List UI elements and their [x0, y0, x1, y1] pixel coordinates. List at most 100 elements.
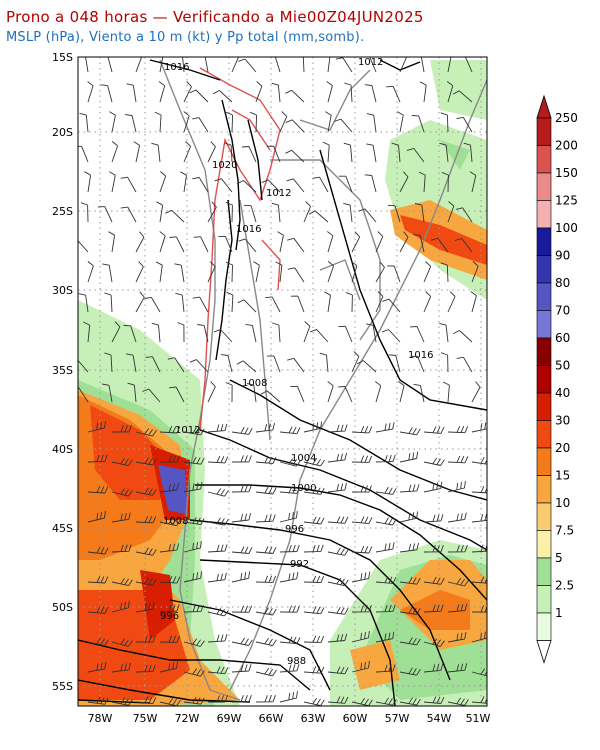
wind-barb — [221, 354, 233, 373]
wind-barb — [334, 118, 353, 133]
wind-barb — [286, 178, 305, 193]
wind-barb — [207, 381, 216, 403]
wind-barb — [351, 697, 373, 706]
isobars — [78, 59, 487, 706]
wind-barb — [279, 510, 298, 523]
wind-barb — [183, 111, 190, 133]
lon-label: 75W — [133, 712, 158, 725]
colorbar-swatch — [536, 310, 552, 339]
isobar-label: 988 — [287, 656, 306, 667]
wind-barb — [111, 457, 133, 467]
wind-barb — [159, 517, 181, 527]
wind-barb — [238, 238, 257, 253]
wind-barb — [418, 171, 426, 193]
wind-barb — [285, 149, 305, 163]
wind-barb — [409, 326, 425, 343]
lat-label: 50S — [52, 601, 73, 614]
wind-barb — [439, 322, 449, 343]
wind-barb — [303, 635, 325, 644]
wind-barb — [388, 354, 401, 373]
wind-barb — [375, 231, 384, 253]
wind-barb — [447, 545, 468, 553]
wind-barb — [207, 608, 229, 617]
wind-barb — [79, 112, 89, 133]
wind-barb — [183, 456, 205, 465]
wind-barb — [431, 237, 449, 253]
isobar-label: 996 — [285, 524, 304, 535]
colorbar-label: 60 — [555, 331, 570, 345]
wind-barb — [231, 455, 252, 463]
wind-barb — [78, 359, 89, 373]
wind-barb — [231, 694, 252, 703]
wind-barb — [207, 544, 228, 553]
wind-barb — [218, 235, 233, 253]
wind-barb — [159, 425, 181, 434]
lat-label: 40S — [52, 443, 73, 456]
wind-barb — [87, 261, 94, 283]
lat-label: 35S — [52, 364, 73, 377]
wind-barb — [327, 261, 335, 283]
wind-barb — [303, 201, 312, 223]
wind-barb — [107, 57, 113, 73]
wind-barb — [375, 517, 397, 526]
wind-barb — [447, 632, 467, 643]
wind-barb — [135, 428, 157, 437]
wind-barb — [111, 321, 121, 343]
wind-barb — [197, 324, 209, 343]
wind-barb — [225, 382, 233, 403]
wind-barb — [375, 542, 395, 553]
wind-barb — [446, 81, 454, 103]
wind-barb — [285, 119, 305, 133]
wind-barb — [439, 142, 449, 163]
wind-barb — [447, 481, 466, 493]
wind-barb — [236, 180, 257, 193]
wind-barb — [327, 424, 348, 433]
colorbar-label: 70 — [555, 304, 570, 318]
wind-barb — [327, 696, 349, 704]
wind-barb — [351, 545, 373, 554]
wind-barb — [303, 606, 325, 615]
wind-barb — [356, 360, 377, 373]
wind-barb — [126, 353, 137, 373]
wind-barb — [308, 210, 329, 223]
isobar-label: 1008 — [242, 378, 267, 389]
wind-barb — [175, 292, 185, 313]
colorbar-swatch — [536, 282, 552, 311]
wind-barb — [260, 390, 281, 403]
wind-barb — [399, 576, 421, 585]
wind-barb — [249, 111, 258, 133]
wind-barb — [265, 296, 281, 313]
wind-barb — [261, 179, 281, 193]
lon-label: 63W — [301, 712, 326, 725]
wind-barb — [255, 667, 277, 677]
wind-barb — [189, 359, 209, 373]
wind-barb — [279, 544, 300, 553]
wind-barb — [327, 547, 349, 556]
lon-label: 54W — [427, 712, 452, 725]
wind-barb — [302, 57, 305, 73]
wind-barb — [123, 325, 137, 343]
wind-barb — [87, 454, 108, 463]
lat-label: 20S — [52, 126, 73, 139]
wind-barb — [326, 81, 333, 103]
wind-barb — [399, 697, 421, 706]
wind-barb — [375, 631, 395, 643]
isobar-label: 1016 — [236, 224, 261, 235]
wind-barb — [423, 604, 444, 613]
wind-barb — [471, 696, 487, 704]
wind-barb — [111, 141, 119, 163]
wind-barb — [375, 261, 385, 283]
wind-barb — [104, 352, 113, 373]
wind-barb — [244, 204, 257, 223]
wind-barb — [192, 117, 209, 133]
wind-barb — [207, 423, 228, 433]
colorbar-swatch — [536, 255, 552, 284]
colorbar-swatch — [536, 365, 552, 394]
wind-barb — [343, 202, 353, 223]
wind-barb — [151, 142, 161, 163]
wind-barb — [327, 452, 347, 463]
wind-barb — [327, 606, 349, 615]
wind-barb — [338, 386, 353, 403]
wind-barb — [78, 387, 89, 403]
wind-barb — [126, 83, 137, 103]
